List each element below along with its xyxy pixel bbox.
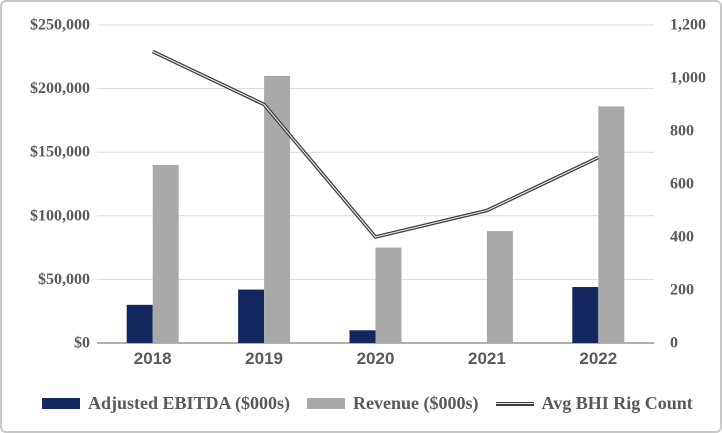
x-axis-label-2020: 2020 [357,349,395,368]
right-axis-tick: 400 [670,229,694,246]
left-axis-tick: $0 [74,335,90,352]
left-axis-tick: $150,000 [30,144,90,161]
rig-count-line [151,49,600,239]
legend-swatch-rig-count-line [495,401,534,406]
right-axis-tick: 600 [670,176,694,193]
left-axis-tick: $100,000 [30,207,90,224]
right-axis-tick: 200 [670,282,694,299]
right-axis-tick: 800 [670,123,694,140]
x-axis-label-2021: 2021 [468,349,506,368]
right-axis-tick: 1,000 [670,70,706,87]
rig-count-line-highlight [152,51,599,238]
legend-item-adjusted-ebitda: Adjusted EBITDA ($000s) [42,393,290,414]
bar-revenue-000s-2019 [264,75,291,343]
right-axis-tick: 1,200 [670,17,706,34]
legend-item-rig-count: Avg BHI Rig Count [495,393,693,414]
x-axis-label-2019: 2019 [245,349,283,368]
x-axis-label-2022: 2022 [579,349,617,368]
bar-revenue-000s-2022 [598,106,625,344]
legend-label-rig-count: Avg BHI Rig Count [541,393,693,413]
x-axis-label-2018: 2018 [134,349,172,368]
legend-swatch-revenue [307,398,346,409]
left-axis-tick: $50,000 [38,271,90,288]
left-axis-tick: $200,000 [30,80,90,97]
bar-adjusted-ebitda-000s-2020 [349,330,376,343]
bar-revenue-000s-2020 [375,247,402,343]
bar-revenue-000s-2018 [152,164,179,343]
legend-swatch-adjusted-ebitda [42,398,80,409]
left-axis-tick: $250,000 [30,17,90,34]
legend-item-revenue: Revenue ($000s) [307,393,479,414]
bar-revenue-000s-2021 [486,231,513,343]
bar-adjusted-ebitda-000s-2019 [238,289,265,343]
chart-legend: Adjusted EBITDA ($000s) Revenue ($000s) … [42,393,710,414]
bar-adjusted-ebitda-000s-2022 [572,287,599,343]
legend-label-adjusted-ebitda: Adjusted EBITDA ($000s) [88,393,291,413]
bar-adjusted-ebitda-000s-2018 [126,304,153,343]
right-axis-tick: 0 [670,335,678,352]
legend-label-revenue: Revenue ($000s) [353,393,479,413]
